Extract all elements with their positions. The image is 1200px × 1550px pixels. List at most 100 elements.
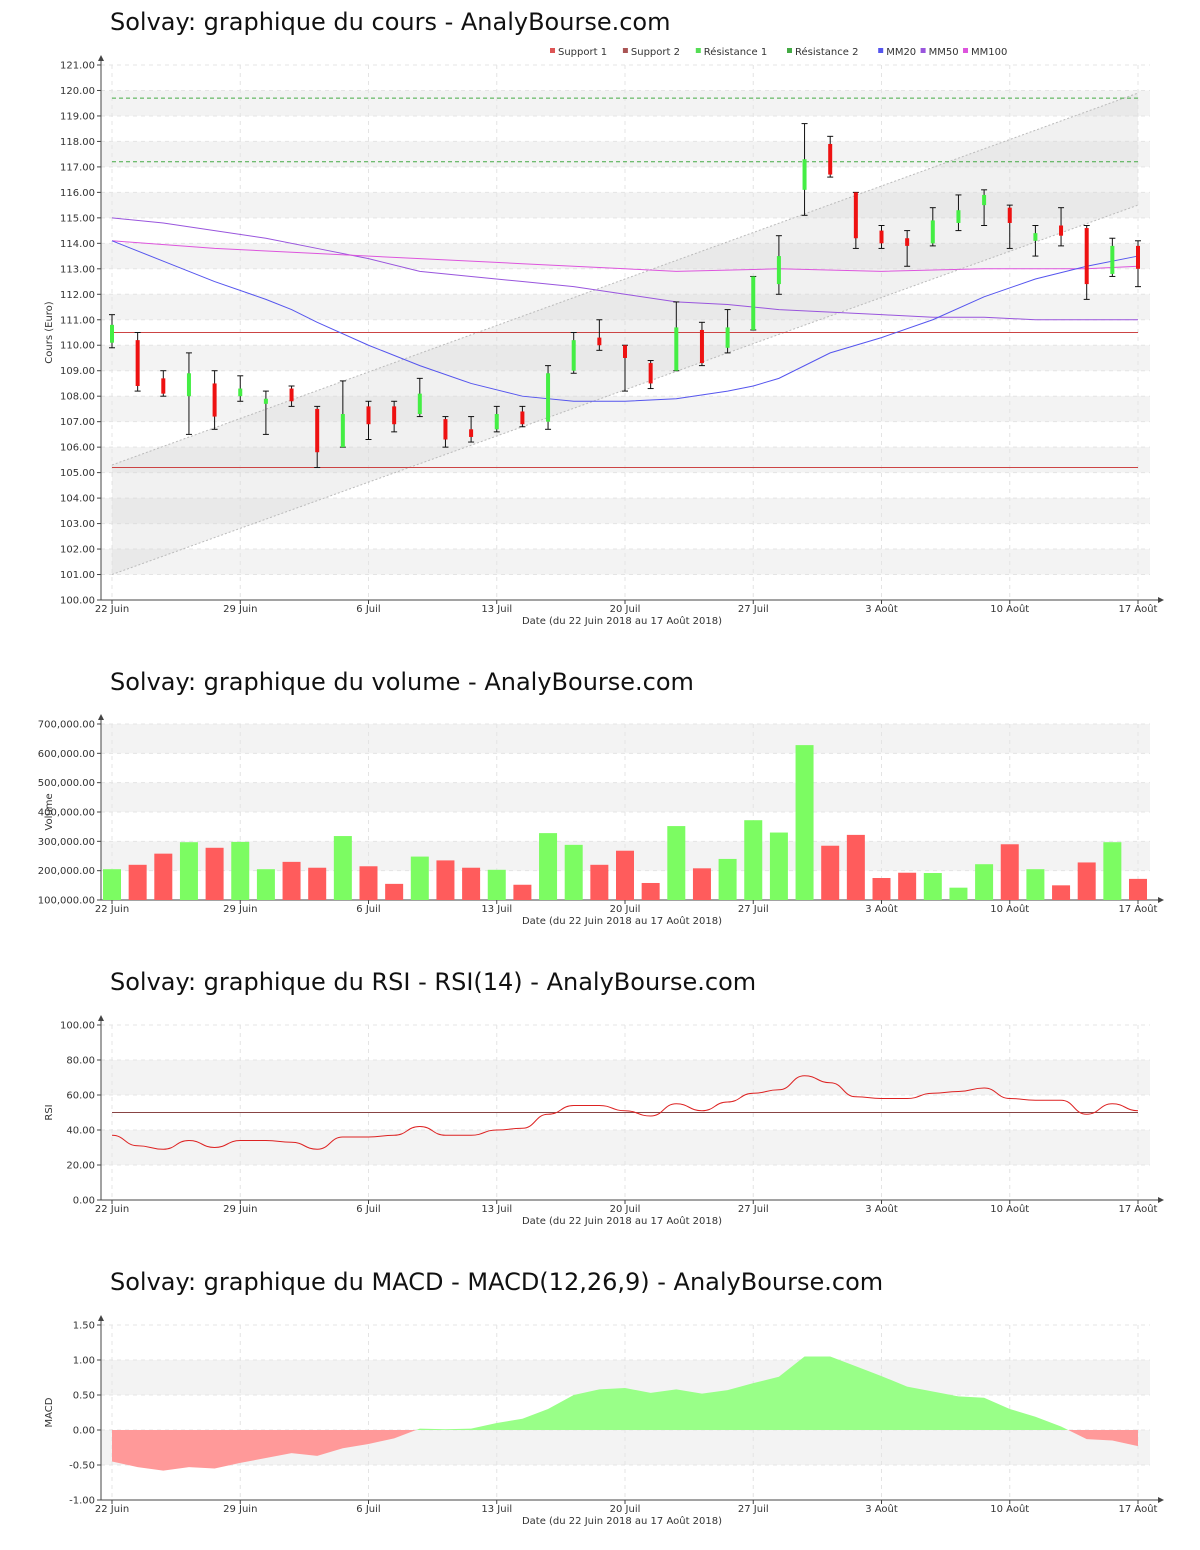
price-y-tick-label: 113.00 xyxy=(60,264,95,275)
volume-x-tick-label: 29 Juin xyxy=(223,904,257,915)
volume-bar xyxy=(616,850,634,900)
rsi-y-tick-label: 40.00 xyxy=(66,1126,95,1137)
price-y-tick-label: 111.00 xyxy=(60,315,95,326)
candle-body xyxy=(1110,245,1115,274)
price-x-axis-label: Date (du 22 Juin 2018 au 17 Août 2018) xyxy=(522,615,722,627)
volume-y-tick-label: 500,000.00 xyxy=(38,778,95,789)
rsi-x-tick-label: 10 Août xyxy=(990,1203,1029,1215)
rsi-x-tick-label: 27 Juil xyxy=(738,1204,769,1215)
rsi-chart-title: Solvay: graphique du RSI - RSI(14) - Ana… xyxy=(110,968,757,996)
legend-swatch xyxy=(550,48,555,53)
legend-swatch xyxy=(695,48,701,53)
candle-body xyxy=(853,192,858,239)
price-x-tick-label: 6 Juil xyxy=(356,604,380,615)
price-chart-title: Solvay: graphique du cours - AnalyBourse… xyxy=(110,8,671,36)
candle-body xyxy=(469,429,474,437)
rsi-y-tick-label: 80.00 xyxy=(66,1056,95,1067)
candle-body xyxy=(571,340,576,371)
candle-body xyxy=(443,419,448,440)
macd-x-tick-label: 10 Août xyxy=(990,1503,1029,1515)
price-x-tick-label: 17 Août xyxy=(1119,603,1158,615)
price-x-axis-arrow xyxy=(1158,597,1164,603)
volume-bar xyxy=(641,882,660,900)
candle-body xyxy=(751,276,756,330)
price-grid-band xyxy=(101,243,1150,269)
rsi-line xyxy=(111,1075,1139,1150)
volume-chart-title: Solvay: graphique du volume - AnalyBours… xyxy=(110,668,694,696)
macd-y-tick-label: -1.00 xyxy=(69,1496,95,1507)
candle-body xyxy=(982,194,987,206)
price-y-tick-label: 117.00 xyxy=(60,162,95,173)
volume-bar xyxy=(795,745,814,900)
price-y-tick-label: 119.00 xyxy=(60,111,95,122)
volume-y-axis-arrow xyxy=(98,714,104,720)
legend-swatch xyxy=(622,48,628,53)
price-y-tick-label: 110.00 xyxy=(60,341,95,352)
volume-bar xyxy=(846,834,865,900)
volume-bar xyxy=(1026,869,1045,900)
volume-bar xyxy=(975,864,994,900)
price-y-tick-label: 101.00 xyxy=(60,570,95,581)
volume-y-tick-label: 700,000.00 xyxy=(38,720,95,731)
legend-swatch xyxy=(963,48,968,53)
volume-bar xyxy=(898,872,917,900)
price-y-tick-label: 106.00 xyxy=(60,443,95,454)
candle-body xyxy=(776,256,781,285)
volume-bar xyxy=(385,883,404,900)
volume-bar xyxy=(205,847,224,900)
macd-y-axis-arrow xyxy=(98,1315,104,1321)
price-y-tick-label: 103.00 xyxy=(60,519,95,530)
candle-body xyxy=(699,329,704,364)
volume-bar xyxy=(308,867,327,900)
mm100-line xyxy=(111,240,1139,272)
price-y-tick-label: 121.00 xyxy=(60,61,95,72)
volume-y-tick-label: 600,000.00 xyxy=(38,749,95,760)
volume-bar xyxy=(718,858,737,900)
volume-x-tick-label: 27 Juil xyxy=(738,904,769,915)
legend-entry: Résistance 1 xyxy=(704,46,767,58)
candle-body xyxy=(186,373,191,397)
price-y-tick-label: 105.00 xyxy=(60,468,95,479)
candle-body xyxy=(1033,233,1038,241)
volume-bar xyxy=(128,864,147,900)
candle-body xyxy=(1059,225,1064,236)
price-x-tick-label: 3 Août xyxy=(865,603,898,615)
candle-body xyxy=(315,408,320,453)
candle-body xyxy=(930,220,935,244)
volume-y-tick-label: 300,000.00 xyxy=(38,837,95,848)
volume-bar xyxy=(1103,842,1122,900)
macd-y-axis-label: MACD xyxy=(44,1397,55,1427)
volume-bar xyxy=(333,836,352,900)
candle-body xyxy=(110,324,114,343)
legend-swatch xyxy=(920,48,926,53)
candle-body xyxy=(828,143,833,175)
candle-body xyxy=(1136,245,1140,269)
rsi-y-tick-label: 60.00 xyxy=(66,1091,95,1102)
rsi-x-tick-label: 3 Août xyxy=(865,1203,898,1215)
legend-entry: MM20 xyxy=(886,47,916,58)
volume-bar xyxy=(564,844,583,900)
candle-body xyxy=(417,393,422,415)
price-x-tick-label: 22 Juin xyxy=(95,604,129,615)
macd-x-tick-label: 3 Août xyxy=(865,1503,898,1515)
price-y-tick-label: 109.00 xyxy=(60,366,95,377)
price-grid-band xyxy=(101,498,1150,524)
price-y-tick-label: 115.00 xyxy=(60,213,95,224)
volume-x-axis-arrow xyxy=(1158,897,1164,903)
legend-entry: MM100 xyxy=(971,47,1007,58)
macd-x-axis-label: Date (du 22 Juin 2018 au 17 Août 2018) xyxy=(522,1515,722,1527)
volume-x-tick-label: 20 Juil xyxy=(610,904,641,915)
rsi-x-tick-label: 29 Juin xyxy=(223,1204,257,1215)
volume-bar xyxy=(590,864,609,900)
volume-bar xyxy=(821,845,840,900)
candle-body xyxy=(494,414,499,430)
volume-bar xyxy=(359,866,378,900)
legend-entry: Support 2 xyxy=(631,47,680,58)
candle-body xyxy=(1007,207,1012,223)
volume-x-tick-label: 6 Juil xyxy=(356,904,380,915)
rsi-x-tick-label: 6 Juil xyxy=(356,1204,380,1215)
price-y-tick-label: 114.00 xyxy=(60,239,95,250)
legend-entry: MM50 xyxy=(929,47,959,58)
volume-bar xyxy=(769,832,788,900)
volume-bar xyxy=(462,867,481,900)
